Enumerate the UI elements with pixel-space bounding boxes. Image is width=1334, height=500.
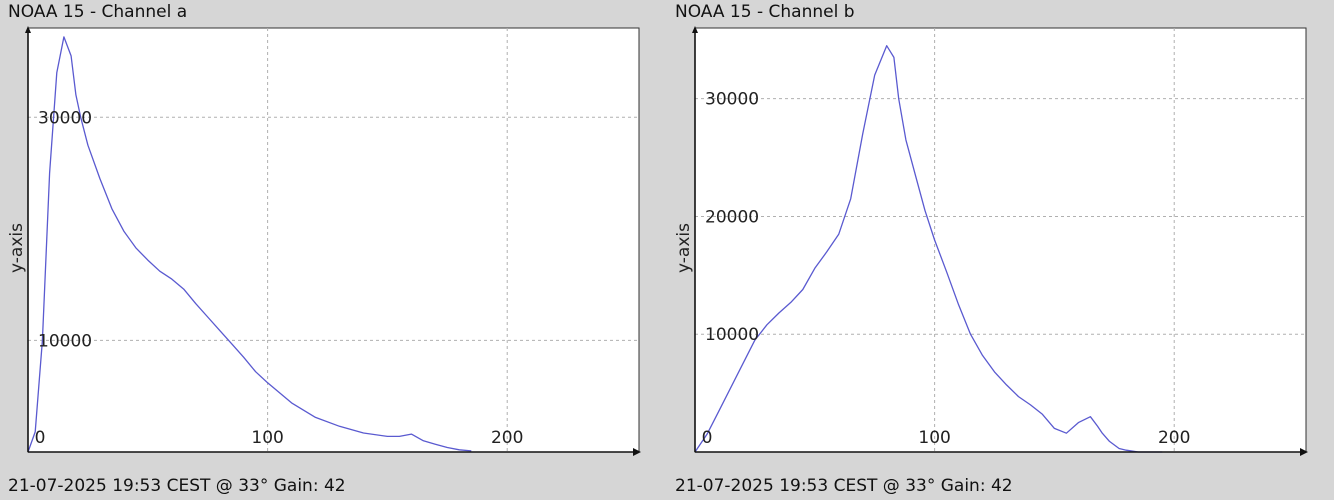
plot-background bbox=[694, 27, 1307, 453]
chart-panel-a: NOAA 15 - Channel a 0 100 200 10000 30000 y-a… bbox=[7, 2, 641, 496]
x-tick-label: 200 bbox=[491, 428, 523, 448]
y-axis-label: y-axis bbox=[7, 223, 27, 273]
y-axis-arrow bbox=[25, 26, 31, 33]
series-line bbox=[694, 45, 1163, 453]
x-axis-arrow bbox=[1300, 448, 1308, 456]
y-tick-label: 10000 bbox=[38, 331, 92, 351]
chart-title: NOAA 15 - Channel b bbox=[675, 2, 855, 22]
x-tick-label: 100 bbox=[918, 428, 950, 448]
y-tick-label: 30000 bbox=[38, 108, 92, 128]
x-tick-label: 100 bbox=[251, 428, 283, 448]
y-tick-label: 10000 bbox=[705, 325, 759, 345]
x-tick-label: 0 bbox=[702, 428, 713, 448]
chart-panel-b: NOAA 15 - Channel b 0 100 200 10000 20000 300… bbox=[667, 0, 1334, 500]
plot-area: 0 100 200 10000 20000 30000 y-axis bbox=[674, 26, 1308, 456]
x-tick-label: 0 bbox=[35, 428, 46, 448]
y-axis-arrow bbox=[692, 26, 698, 33]
x-axis-arrow bbox=[633, 448, 641, 456]
series-line bbox=[27, 36, 472, 453]
plot-background bbox=[27, 27, 640, 453]
y-tick-label: 30000 bbox=[705, 90, 759, 110]
plot-area: 0 100 200 10000 30000 y-axis bbox=[7, 26, 641, 456]
x-tick-label: 200 bbox=[1158, 428, 1190, 448]
y-tick-label: 20000 bbox=[705, 207, 759, 227]
chart-title: NOAA 15 - Channel a bbox=[8, 2, 188, 22]
y-axis-label: y-axis bbox=[674, 223, 694, 273]
chart-footer: 21-07-2025 19:53 CEST @ 33° Gain: 42 bbox=[8, 476, 346, 496]
chart-footer: 21-07-2025 19:53 CEST @ 33° Gain: 42 bbox=[675, 476, 1013, 496]
